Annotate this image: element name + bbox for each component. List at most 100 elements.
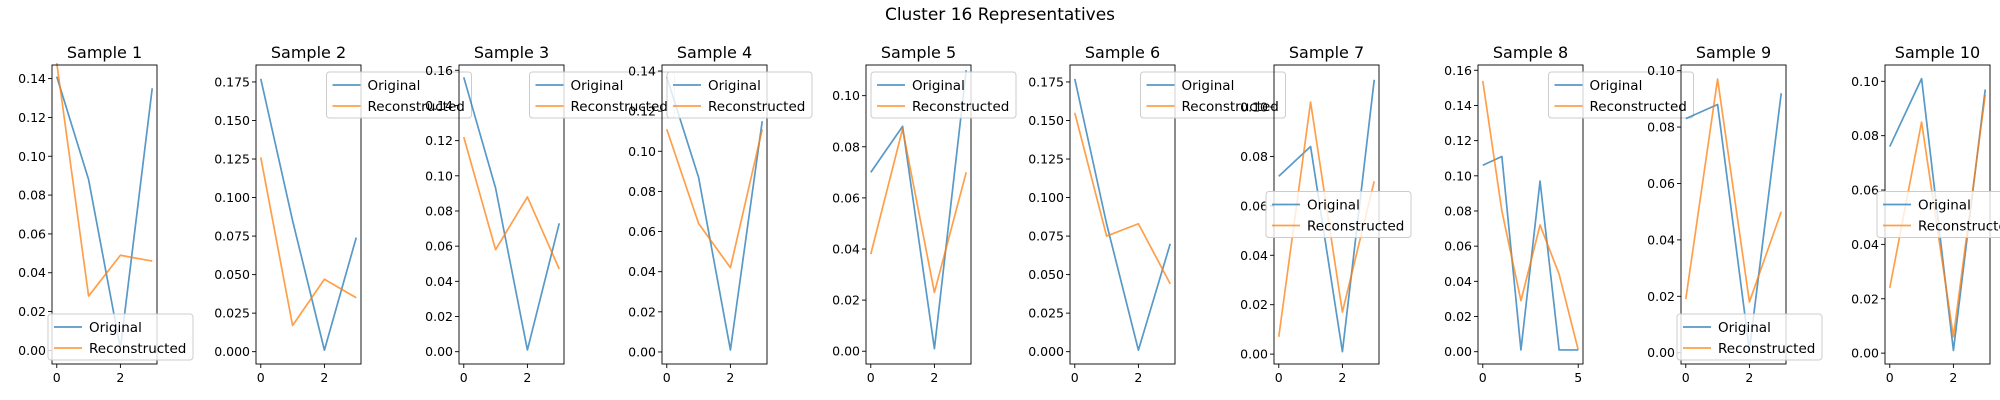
- chart-panel-3: Sample 3 0.00 0.02 0.04 0.06 0.08 0.10 0.12 0.14…: [425, 43, 675, 385]
- series-line-original: [259, 78, 358, 351]
- y-tick-label: 0.04: [1647, 232, 1675, 247]
- y-tick-label: 0.16: [425, 63, 453, 78]
- series-line-original: [665, 76, 764, 351]
- y-tick-label: 0.04: [425, 274, 453, 289]
- y-tick-label: 0.10: [1444, 168, 1472, 183]
- axes-frame: [458, 64, 565, 365]
- y-tick-label: 0.14: [18, 71, 46, 86]
- chart-title: Sample 3: [474, 43, 549, 62]
- legend-label-original: Original: [1718, 320, 1771, 336]
- y-tick-label: 0.10: [628, 144, 656, 159]
- y-tick-label: 0.02: [1444, 309, 1472, 324]
- x-tick-label: 2: [116, 370, 124, 385]
- chart-panel-6: Sample 60.0000.0250.0500.0750.1000.1250.…: [1028, 43, 1286, 385]
- y-tick-label: 0.06: [1647, 176, 1675, 191]
- x-tick-label: 5: [1574, 370, 1582, 385]
- y-tick-label: 0.06: [1240, 198, 1268, 213]
- y-tick-label: 0.08: [425, 203, 453, 218]
- series-line-reconstructed: [462, 136, 561, 270]
- y-tick-label: 0.10: [1647, 63, 1675, 78]
- series-line-original: [55, 76, 154, 350]
- legend-box: [47, 313, 194, 361]
- axes-frame: [255, 64, 362, 365]
- x-tick-label: 2: [1338, 370, 1346, 385]
- axes-frame: [865, 64, 972, 365]
- legend-label-original: Original: [1182, 78, 1235, 94]
- chart-title: Sample 5: [881, 43, 956, 62]
- y-tick-label: 0.06: [1851, 183, 1879, 198]
- x-tick-label: 2: [726, 370, 734, 385]
- chart-panel-8: Sample 8 0.00 0.02 0.04 0.06 0.08 0.10 0.12 0.14…: [1444, 43, 1694, 385]
- legend-label-reconstructed: Reconstructed: [1590, 99, 1687, 115]
- legend: Original Reconstructed: [47, 313, 194, 361]
- axes-frame: [1680, 64, 1787, 365]
- legend: Original Reconstructed: [666, 71, 813, 119]
- legend-box: [666, 71, 813, 119]
- y-tick-label: 0.08: [1647, 120, 1675, 135]
- legend-label-original: Original: [912, 78, 965, 94]
- y-tick-label: 0.00: [628, 344, 656, 359]
- x-tick-label: 0: [53, 370, 61, 385]
- x-tick-label: 0: [1275, 370, 1283, 385]
- series-line-original: [1685, 93, 1783, 351]
- y-tick-label: 0.14: [628, 64, 656, 79]
- legend-box: [326, 71, 472, 119]
- axes-frame: [1069, 64, 1176, 365]
- legend-label-reconstructed: Reconstructed: [1307, 219, 1404, 235]
- y-tick-label: 0.12: [628, 104, 656, 119]
- x-tick-label: 0: [867, 370, 875, 385]
- chart-title: Sample 9: [1696, 43, 1771, 62]
- series-line-reconstructed: [665, 128, 764, 269]
- y-tick-label: 0.08: [1444, 203, 1472, 218]
- series-line-original: [1073, 78, 1172, 351]
- y-tick-label: 0.00: [18, 343, 46, 358]
- y-tick-label: 0.125: [1028, 152, 1064, 167]
- y-tick-label: 0.125: [214, 152, 250, 167]
- y-tick-label: 0.06: [425, 239, 453, 254]
- y-tick-label: 0.02: [1851, 291, 1879, 306]
- y-tick-label: 0.075: [214, 229, 250, 244]
- chart-title: Sample 6: [1085, 43, 1160, 62]
- y-tick-label: 0.02: [425, 309, 453, 324]
- y-tick-label: 0.10: [1851, 74, 1879, 89]
- chart-title: Sample 2: [271, 43, 346, 62]
- y-tick-label: 0.14: [425, 98, 453, 113]
- series-line-reconstructed: [259, 157, 357, 327]
- series-line-reconstructed: [1073, 112, 1171, 285]
- legend-label-original: Original: [1307, 198, 1360, 214]
- x-tick-label: 0: [1886, 370, 1894, 385]
- y-tick-label: 0.100: [1028, 190, 1064, 205]
- y-tick-label: 0.04: [18, 265, 46, 280]
- y-tick-label: 0.06: [832, 190, 860, 205]
- x-tick-label: 0: [663, 370, 671, 385]
- y-tick-label: 0.10: [18, 149, 46, 164]
- chart-panel-2: Sample 20.0000.0250.0500.0750.1000.1250.…: [214, 43, 472, 385]
- y-tick-label: 0.02: [18, 304, 46, 319]
- y-tick-label: 0.02: [1240, 297, 1268, 312]
- y-tick-label: 0.16: [1444, 63, 1472, 78]
- y-tick-label: 0.12: [425, 133, 453, 148]
- legend-label-reconstructed: Reconstructed: [912, 99, 1009, 115]
- y-tick-label: 0.000: [214, 344, 250, 359]
- legend-label-original: Original: [708, 78, 761, 94]
- legend: Original Reconstructed: [1876, 191, 2000, 238]
- chart-title: Sample 4: [677, 43, 752, 62]
- x-tick-label: 0: [1479, 370, 1487, 385]
- chart-title: Sample 7: [1289, 43, 1364, 62]
- axes-frame: [51, 64, 158, 365]
- y-tick-label: 0.06: [628, 224, 656, 239]
- y-tick-label: 0.06: [18, 226, 46, 241]
- y-tick-label: 0.04: [832, 242, 860, 257]
- chart-title: Sample 1: [67, 43, 142, 62]
- y-tick-label: 0.150: [1028, 113, 1064, 128]
- x-tick-label: 0: [1682, 370, 1690, 385]
- legend: Original Reconstructed: [1676, 313, 1823, 361]
- series-line-reconstructed: [1481, 80, 1580, 351]
- y-tick-label: 0.02: [1647, 289, 1675, 304]
- axes-frame: [661, 64, 768, 365]
- legend-label-reconstructed: Reconstructed: [1182, 99, 1279, 115]
- y-tick-label: 0.12: [18, 110, 46, 125]
- legend-label-reconstructed: Reconstructed: [571, 99, 668, 115]
- y-tick-label: 0.00: [1240, 347, 1268, 362]
